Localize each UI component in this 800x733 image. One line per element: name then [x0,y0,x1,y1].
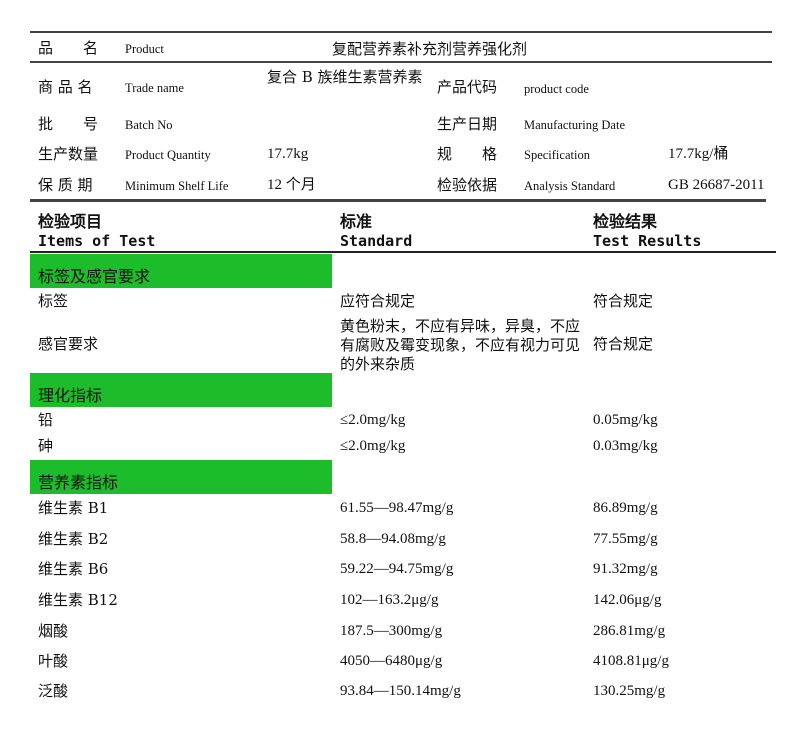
batch-label-en: Batch No [125,118,173,132]
nutrient-standard: 93.84—150.14mg/g [340,683,461,699]
header-results-en: Test Results [593,232,702,250]
shelf-life-value: 12 个月 [267,177,316,193]
nutrient-item: 维生素 B2 [38,530,109,548]
nutrient-item: 叶酸 [38,652,69,670]
nutrient-result: 91.32mg/g [593,561,658,577]
header-standard-cn: 标准 [340,212,373,231]
nutrient-standard: 4050—6480μg/g [340,653,443,669]
divider [30,61,772,63]
thick-rule [30,199,766,202]
header-rule [30,251,776,253]
nutrient-standard: 58.8—94.08mg/g [340,531,446,547]
item-arsenic: 砷 [38,437,54,455]
mfg-date-label-en: Manufacturing Date [524,118,626,132]
nutrient-standard: 102—163.2μg/g [340,592,439,608]
section-title: 营养素指标 [38,473,119,492]
nutrient-result: 130.25mg/g [593,683,666,699]
nutrient-result: 86.89mg/g [593,500,658,516]
nutrient-standard: 59.22—94.75mg/g [340,561,454,577]
result-lead: 0.05mg/kg [593,412,658,428]
section-title: 标签及感官要求 [38,267,151,286]
nutrient-item: 烟酸 [38,622,69,640]
item-sensory: 感官要求 [38,335,99,353]
quantity-value: 17.7kg [267,146,309,162]
header-items-en: Items of Test [38,232,156,250]
result-arsenic: 0.03mg/kg [593,438,658,454]
nutrient-item: 维生素 B6 [38,560,109,578]
section-band: 营养素指标 [30,460,332,494]
mfg-date-label-cn: 生产日期 [437,115,498,133]
trade-name-label-cn: 商 品 名 [38,78,93,96]
quantity-label-cn: 生产数量 [38,145,99,163]
nutrient-result: 77.55mg/g [593,531,658,547]
header-results-cn: 检验结果 [593,212,658,231]
product-label-en: Product [125,42,164,56]
nutrient-item: 维生素 B12 [38,591,118,609]
batch-label-cn: 批 号 [38,115,99,133]
product-code-label-en: product code [524,82,589,96]
nutrient-item: 维生素 B1 [38,499,109,517]
header-standard-en: Standard [340,232,413,250]
section-title: 理化指标 [38,386,103,405]
standard-label-en: Analysis Standard [524,179,616,193]
nutrient-result: 286.81mg/g [593,623,666,639]
shelf-life-label-en: Minimum Shelf Life [125,179,229,193]
item-label: 标签 [38,292,69,310]
quantity-label-en: Product Quantity [125,148,211,162]
item-lead: 铅 [38,411,54,429]
nutrient-result: 4108.81μg/g [593,653,669,669]
nutrient-item: 泛酸 [38,682,69,700]
product-value: 复配营养素补充剂营养强化剂 [332,40,528,58]
nutrient-result: 142.06μg/g [593,592,662,608]
standard-arsenic: ≤2.0mg/kg [340,438,406,454]
shelf-life-label-cn: 保 质 期 [38,176,93,194]
spec-value: 17.7kg/桶 [668,146,729,162]
nutrient-standard: 61.55—98.47mg/g [340,500,454,516]
trade-name-label-en: Trade name [125,81,184,95]
standard-value: GB 26687-2011 [668,177,765,193]
result-sensory: 符合规定 [593,335,654,353]
top-rule [30,31,772,33]
trade-name-value: 复合 B 族维生素营养素 [267,68,423,86]
standard-sensory: 黄色粉末，不应有异味，异臭，不应有腐败及霉变现象，不应有视力可见的外来杂质 [340,317,581,373]
section-band: 标签及感官要求 [30,254,332,288]
product-label-cn: 品 名 [38,39,99,57]
spec-label-en: Specification [524,148,590,162]
result-label: 符合规定 [593,292,654,310]
product-code-label-cn: 产品代码 [437,78,498,96]
standard-label: 应符合规定 [340,292,416,310]
nutrient-standard: 187.5—300mg/g [340,623,443,639]
standard-lead: ≤2.0mg/kg [340,412,406,428]
section-band: 理化指标 [30,373,332,407]
standard-label-cn: 检验依据 [437,176,498,194]
spec-label-cn: 规 格 [437,145,498,163]
header-items-cn: 检验项目 [38,212,103,231]
